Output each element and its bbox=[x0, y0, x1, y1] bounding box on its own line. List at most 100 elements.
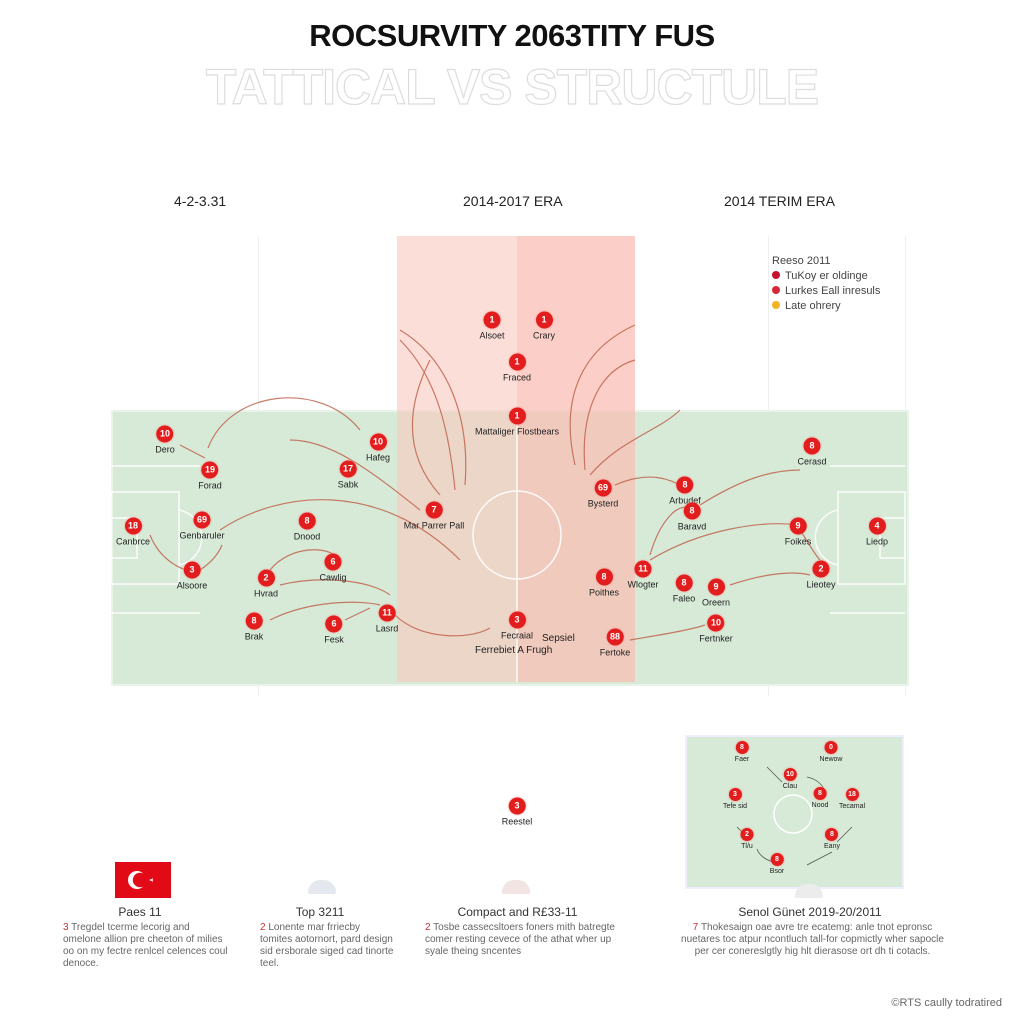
player-label: Faer bbox=[734, 756, 750, 763]
mini-pitch-markings bbox=[736, 766, 853, 866]
player-label: Fecraial bbox=[500, 630, 534, 641]
player-marker: 88 Fertoke bbox=[600, 628, 630, 658]
player-label: Hafeg bbox=[365, 452, 391, 463]
player-number: 6 bbox=[324, 553, 342, 571]
cloud-icon bbox=[308, 880, 336, 894]
player-label: Forad bbox=[198, 480, 222, 491]
column-body: Thokesaign oae avre tre ecatemg: anle tn… bbox=[681, 922, 944, 957]
column-text: 3 Tregdel tcerme lecorig and omelone all… bbox=[63, 922, 228, 970]
player-number: 1 bbox=[508, 353, 526, 371]
column-body: Lonente mar frriecby tomites aotornort, … bbox=[260, 922, 394, 969]
player-label: Baravd bbox=[677, 521, 707, 532]
player-number: 0 bbox=[824, 741, 838, 754]
player-marker: 7 Mar Parrer Pall bbox=[403, 501, 465, 531]
legend-item: TuKoy er oldinge bbox=[772, 269, 880, 284]
legend-label: Lurkes Eall inresuls bbox=[785, 285, 881, 297]
player-label: Nood bbox=[811, 802, 829, 809]
player-label: Poithes bbox=[588, 587, 620, 598]
legend-dot-icon bbox=[772, 301, 780, 309]
column-num: 2 bbox=[425, 922, 431, 933]
player-label: Crary bbox=[533, 330, 555, 341]
player-marker: 8 Brak bbox=[244, 612, 264, 642]
player-label: Canbrce bbox=[115, 536, 151, 547]
player-marker: 2 Tl/u bbox=[740, 828, 754, 850]
center-player: 3 Reestel bbox=[501, 797, 533, 827]
player-label: Fesk bbox=[324, 634, 344, 645]
player-marker: 1 Fraced bbox=[502, 353, 532, 383]
player-marker: 10 Clau bbox=[783, 768, 797, 790]
player-marker: 8 Nood bbox=[811, 787, 829, 809]
player-label: Mattaliger Flostbears bbox=[474, 426, 560, 437]
player-label: Dnood bbox=[293, 531, 321, 542]
mini-pitch bbox=[685, 735, 904, 889]
player-number: 69 bbox=[594, 479, 612, 497]
player-number: 2 bbox=[740, 828, 754, 841]
player-marker: 3 Fecraial bbox=[500, 611, 534, 641]
player-number: 88 bbox=[606, 628, 624, 646]
column-body: Tregdel tcerme lecorig and omelone allio… bbox=[63, 922, 228, 969]
column-title: Senol Günet 2019-20/2011 bbox=[738, 905, 882, 919]
player-marker: 10 Dero bbox=[155, 425, 175, 455]
player-label: Brak bbox=[244, 631, 264, 642]
player-number: 2 bbox=[812, 560, 830, 578]
column-num: 2 bbox=[260, 922, 266, 933]
player-marker: 6 Cawlig bbox=[319, 553, 347, 583]
player-number: 18 bbox=[124, 517, 142, 535]
player-marker: 17 Sabk bbox=[338, 460, 358, 490]
player-number: 8 bbox=[595, 568, 613, 586]
player-label: Wlogter bbox=[627, 579, 659, 590]
player-marker: 69 Bysterd bbox=[588, 479, 618, 509]
column-num: 3 bbox=[63, 922, 69, 933]
player-marker: 11 Lasrd bbox=[376, 604, 398, 634]
player-marker: 3 Alsoore bbox=[176, 561, 208, 591]
player-marker: 9 Foikes bbox=[785, 517, 811, 547]
column-text: 2 Lonente mar frriecby tomites aotornort… bbox=[260, 922, 395, 970]
player-label: Liedp bbox=[865, 536, 889, 547]
player-label: Dero bbox=[155, 444, 175, 455]
page-subtitle: TATTICAL VS STRUCTULE bbox=[205, 58, 820, 115]
player-number: 8 bbox=[813, 787, 827, 800]
player-label: Tl/u bbox=[741, 843, 753, 850]
player-label: Mar Parrer Pall bbox=[403, 520, 465, 531]
column-title: Compact and R£33-11 bbox=[457, 905, 578, 919]
column-title: Paes 11 bbox=[118, 905, 162, 919]
player-marker: 2 Lieotey bbox=[806, 560, 836, 590]
cloud-icon bbox=[795, 884, 823, 898]
player-marker: 9 Oreern bbox=[702, 578, 730, 608]
player-marker: 10 Fertnker bbox=[699, 614, 733, 644]
player-label: Fraced bbox=[502, 372, 532, 383]
player-number: 19 bbox=[201, 461, 219, 479]
player-marker: 1 Crary bbox=[533, 311, 555, 341]
player-number: 9 bbox=[707, 578, 725, 596]
player-marker: 8 Eany bbox=[824, 828, 840, 850]
player-number: 11 bbox=[634, 560, 652, 578]
player-number: 1 bbox=[483, 311, 501, 329]
credit: ©RTS caully todratired bbox=[891, 997, 1002, 1009]
player-marker: 8 Dnood bbox=[293, 512, 321, 542]
player-number: 9 bbox=[789, 517, 807, 535]
player-number: 8 bbox=[298, 512, 316, 530]
player-marker: 8 Faleo bbox=[673, 574, 695, 604]
era-label-terim: 2014 TERIM ERA bbox=[724, 193, 836, 209]
player-label: Fertnker bbox=[699, 633, 733, 644]
highlight-zone-inner bbox=[517, 236, 635, 682]
player-label: Eany bbox=[824, 843, 840, 850]
player-marker: 8 Cerasd bbox=[797, 437, 827, 467]
player-number: 11 bbox=[378, 604, 396, 622]
player-marker: 8 Arbudef bbox=[669, 476, 701, 506]
player-marker: 0 Newow bbox=[820, 741, 842, 763]
player-marker: 6 Fesk bbox=[324, 615, 344, 645]
cloud-icon bbox=[502, 880, 530, 894]
player-marker: 8 Bsor bbox=[770, 853, 784, 875]
legend-title: Reeso 2011 bbox=[772, 255, 831, 267]
legend-item: Lurkes Eall inresuls bbox=[772, 284, 880, 299]
player-label: Bsor bbox=[769, 868, 785, 875]
player-label: Alsoore bbox=[176, 580, 208, 591]
player-number: 10 bbox=[707, 614, 725, 632]
player-number: 4 bbox=[868, 517, 886, 535]
turkey-flag-icon bbox=[115, 862, 171, 898]
era-label-formation: 4-2-3.31 bbox=[174, 193, 227, 209]
column-body: Tosbe cassecsltoers foners mith batregte… bbox=[425, 922, 615, 957]
player-label: Reestel bbox=[501, 816, 533, 827]
